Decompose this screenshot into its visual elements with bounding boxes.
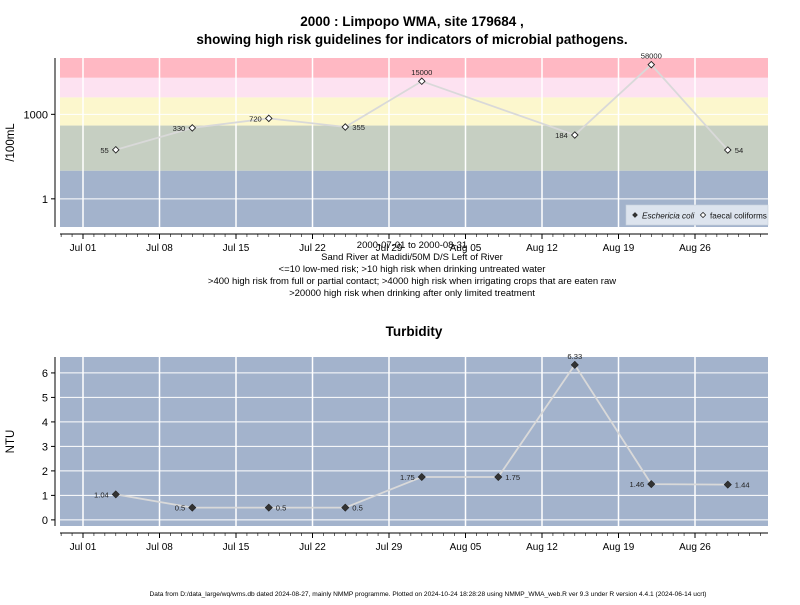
series-line (115, 63, 729, 151)
legend-label-e-coli: Eschericia coli (642, 212, 695, 221)
caption-line-3: <=10 low-med risk; >10 high risk when dr… (279, 264, 546, 275)
data-point (723, 480, 732, 489)
data-point (111, 145, 120, 154)
data-label: 54 (735, 146, 743, 155)
data-point (723, 146, 732, 154)
legend-marker-e-coli (632, 212, 638, 218)
y-tick-label: 2 (42, 466, 48, 478)
x-tick-label: Aug 19 (603, 243, 635, 254)
y-tick-label: 1 (42, 490, 48, 502)
y-tick-label: 0 (42, 515, 48, 527)
x-tick-label: Aug 19 (603, 542, 635, 553)
y-tick-label: 4 (42, 417, 48, 429)
data-point (647, 60, 656, 69)
y-tick-label: 1 (42, 194, 48, 206)
data-label: 1.44 (735, 481, 750, 490)
data-label: 1.75 (505, 473, 520, 482)
data-point (494, 472, 503, 482)
data-label: 0.5 (352, 504, 363, 513)
footer-note: Data from D:/data_large/wq/wms.db dated … (150, 591, 707, 598)
x-tick-label: Jul 22 (299, 243, 326, 254)
data-point (341, 123, 350, 131)
data-label: 0.5 (175, 504, 186, 513)
chart-title-line-1: 2000 : Limpopo WMA, site 179684 , (300, 14, 524, 29)
data-label: 184 (555, 131, 568, 140)
y-axis-title: NTU (5, 430, 17, 454)
data-point (417, 77, 426, 86)
x-tick-label: Jul 15 (223, 243, 250, 254)
x-tick-label: Jul 15 (223, 542, 250, 553)
y-tick-label: 6 (42, 368, 48, 380)
data-point (188, 503, 197, 512)
x-tick-label: Aug 26 (679, 243, 711, 254)
data-label: 0.5 (276, 504, 287, 513)
risk-band-2 (60, 125, 768, 171)
data-label: 355 (352, 123, 365, 132)
data-point (111, 490, 120, 499)
data-point (264, 114, 273, 123)
y-axis-title: /100mL (5, 123, 17, 162)
data-point (341, 503, 350, 512)
caption-line-5: >20000 high risk when drinking after onl… (289, 288, 535, 299)
x-tick-label: Aug 05 (450, 243, 482, 254)
legend-marker-faecal-coliforms (699, 211, 707, 219)
data-label: 720 (249, 114, 262, 123)
data-label: 330 (173, 124, 186, 133)
data-label: 6.33 (567, 352, 582, 361)
x-tick-label: Jul 08 (146, 243, 173, 254)
risk-band-4 (60, 77, 768, 98)
data-label: 55 (100, 146, 108, 155)
y-tick-label: 1000 (24, 109, 48, 121)
risk-band-5 (60, 58, 768, 78)
data-point (264, 503, 273, 512)
x-tick-label: Aug 05 (450, 542, 482, 553)
data-point (570, 360, 579, 369)
x-tick-label: Jul 01 (70, 542, 97, 553)
x-tick-label: Jul 29 (376, 243, 403, 254)
data-point (188, 124, 197, 132)
data-point (647, 480, 656, 489)
legend-box (625, 204, 769, 226)
y-tick-label: 5 (42, 392, 48, 404)
x-tick-label: Jul 08 (146, 542, 173, 553)
data-label: 1.75 (400, 473, 415, 482)
caption-line-4: >400 high risk from full or partial cont… (208, 276, 616, 287)
x-tick-label: Aug 12 (526, 243, 558, 254)
caption-line-2: Sand River at Madidi/50M D/S Left of Riv… (321, 252, 503, 263)
plot-background (60, 357, 768, 526)
data-point (417, 472, 426, 482)
x-tick-label: Aug 26 (679, 542, 711, 553)
x-tick-label: Jul 22 (299, 542, 326, 553)
data-point (570, 131, 579, 139)
turbidity-chart-title: Turbidity (386, 324, 443, 339)
risk-band-3 (60, 97, 768, 126)
y-tick-label: 3 (42, 441, 48, 453)
legend: Eschericia coli faecal coliforms (625, 204, 769, 226)
data-label: 15000 (411, 68, 432, 77)
data-label: 1.04 (94, 490, 109, 499)
data-label: 58000 (641, 52, 662, 61)
caption-line-1: 2000-07-01 to 2000-08-31 (357, 240, 467, 251)
data-label: 1.46 (630, 480, 645, 489)
microbial-chart-panel: 1 1000 Jul 01 Jul 08 Jul 15 Jul 22 Jul 29 Aug 0… (5, 52, 769, 254)
chart-title-line-2: showing high risk guidelines for indicat… (196, 32, 627, 47)
legend-label-faecal-coliforms: faecal coliforms (710, 212, 767, 221)
turbidity-chart-panel: 0 1 2 3 4 5 6 Jul 01 Jul 08 Jul 15 Jul 22 Jul 29 Aug… (5, 352, 768, 553)
x-tick-label: Aug 12 (526, 542, 558, 553)
x-tick-label: Jul 01 (70, 243, 97, 254)
x-tick-label: Jul 29 (376, 542, 403, 553)
